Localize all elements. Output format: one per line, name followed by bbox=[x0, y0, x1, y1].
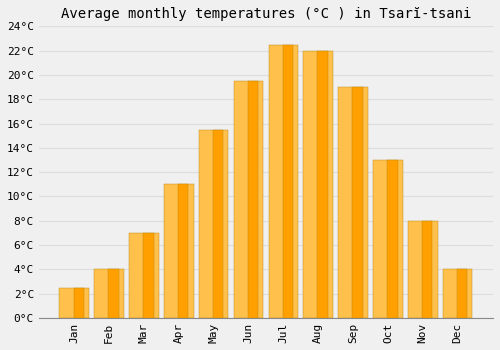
Bar bbox=[318, 51, 328, 318]
Bar bbox=[387, 160, 398, 318]
Bar bbox=[457, 270, 467, 318]
Bar bbox=[422, 221, 432, 318]
Bar bbox=[143, 233, 154, 318]
Bar bbox=[108, 270, 118, 318]
Bar bbox=[282, 44, 293, 318]
Bar bbox=[213, 130, 224, 318]
Bar bbox=[74, 288, 84, 318]
Bar bbox=[304, 51, 333, 318]
Bar bbox=[234, 81, 264, 318]
Bar bbox=[268, 44, 298, 318]
Bar bbox=[164, 184, 194, 318]
Bar bbox=[178, 184, 188, 318]
Bar bbox=[443, 270, 472, 318]
Bar bbox=[373, 160, 402, 318]
Bar bbox=[408, 221, 438, 318]
Bar bbox=[352, 87, 362, 318]
Bar bbox=[338, 87, 368, 318]
Bar bbox=[199, 130, 228, 318]
Bar bbox=[60, 288, 89, 318]
Title: Average monthly temperatures (°C ) in Tsarĭ-tsani: Average monthly temperatures (°C ) in Ts… bbox=[60, 7, 471, 21]
Bar bbox=[94, 270, 124, 318]
Bar bbox=[129, 233, 159, 318]
Bar bbox=[248, 81, 258, 318]
